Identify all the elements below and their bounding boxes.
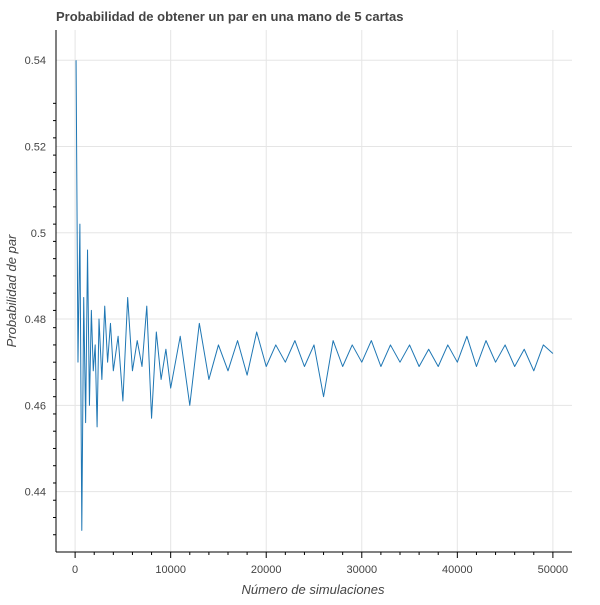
y-axis-label: Probabilidad de par <box>4 234 19 347</box>
y-tick-label: 0.46 <box>25 400 46 412</box>
series-layer <box>75 60 554 531</box>
x-axis-ticks: 0 10000 20000 30000 40000 50000 <box>72 552 568 576</box>
chart-title: Probabilidad de obtener un par en una ma… <box>56 9 403 24</box>
axes <box>55 30 572 553</box>
y-tick-label: 0.48 <box>25 314 46 326</box>
y-tick-label: 0.5 <box>31 228 46 240</box>
y-tick-label: 0.44 <box>25 487 46 499</box>
y-tick-label: 0.52 <box>25 141 46 153</box>
x-tick-label: 0 <box>72 564 78 576</box>
x-tick-label: 20000 <box>251 564 282 576</box>
grid-lines <box>56 30 572 552</box>
x-tick-label: 40000 <box>442 564 473 576</box>
y-tick-label: 0.54 <box>25 55 46 67</box>
x-axis-label: Número de simulaciones <box>241 582 385 597</box>
y-axis-ticks: 0.44 0.46 0.48 0.5 0.52 0.54 <box>25 55 56 536</box>
x-tick-label: 50000 <box>538 564 569 576</box>
x-tick-label: 30000 <box>346 564 377 576</box>
series-line <box>75 60 554 531</box>
x-tick-label: 10000 <box>155 564 186 576</box>
